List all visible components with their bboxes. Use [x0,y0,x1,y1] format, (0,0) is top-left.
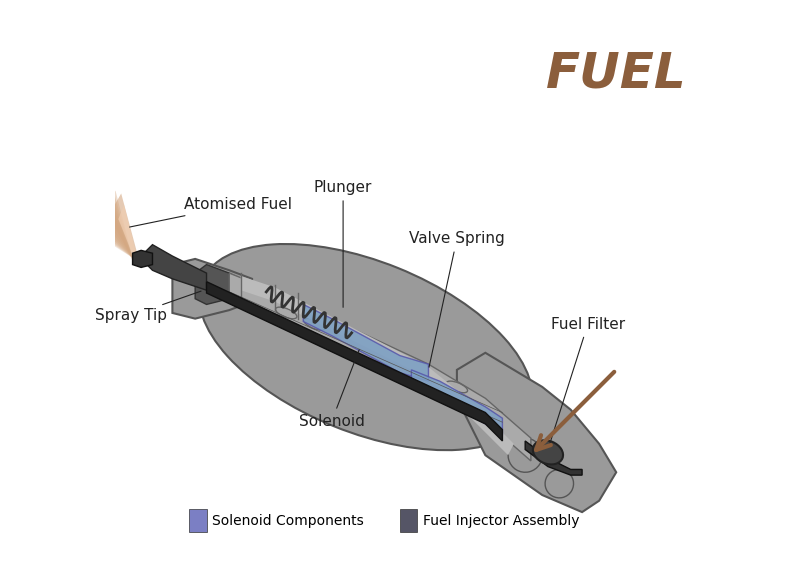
Polygon shape [457,353,616,512]
Text: Valve Spring: Valve Spring [409,232,505,367]
Polygon shape [104,191,133,258]
Text: Solenoid Components: Solenoid Components [212,514,364,527]
Polygon shape [82,180,133,258]
Ellipse shape [199,244,533,450]
Text: FUEL: FUEL [546,50,686,98]
Polygon shape [144,245,206,290]
FancyBboxPatch shape [400,509,417,532]
Ellipse shape [508,438,542,472]
Polygon shape [133,250,153,267]
Polygon shape [525,441,582,475]
Polygon shape [195,265,241,304]
Polygon shape [87,182,133,258]
Polygon shape [303,304,429,381]
Polygon shape [110,193,138,261]
Polygon shape [100,188,133,258]
FancyBboxPatch shape [190,509,206,532]
Polygon shape [230,273,531,461]
Polygon shape [206,282,502,441]
Polygon shape [118,205,137,260]
Ellipse shape [545,469,574,498]
Ellipse shape [533,440,563,464]
Text: Solenoid: Solenoid [298,350,365,428]
Polygon shape [173,259,252,319]
Polygon shape [241,276,514,455]
Polygon shape [95,187,133,258]
Polygon shape [411,370,502,435]
Text: Plunger: Plunger [314,180,372,307]
Text: Fuel Filter: Fuel Filter [549,317,625,447]
Text: Fuel Injector Assembly: Fuel Injector Assembly [422,514,579,527]
Polygon shape [74,176,133,258]
Text: Spray Tip: Spray Tip [94,291,201,323]
Polygon shape [91,184,133,258]
Polygon shape [78,178,133,258]
Text: Atomised Fuel: Atomised Fuel [130,197,292,227]
